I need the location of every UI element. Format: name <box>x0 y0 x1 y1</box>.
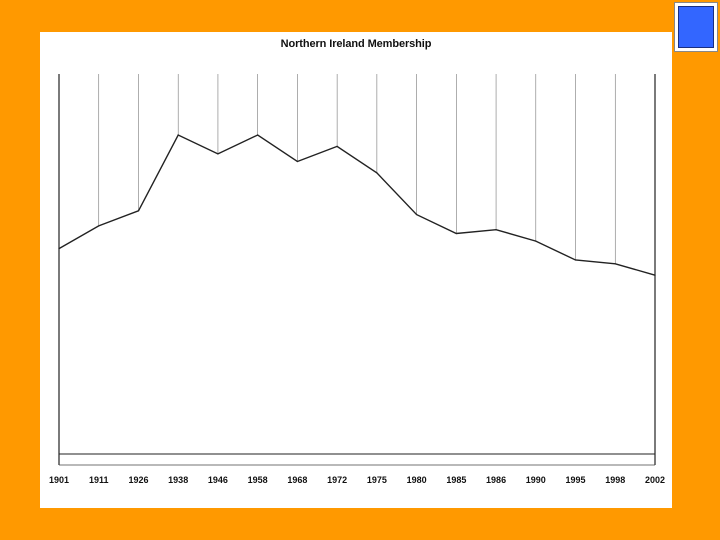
chart-svg: 1901 1911 1926 1938 1946 1958 1968 1972 1975 1980… <box>49 74 665 485</box>
data-point-1938 <box>177 134 179 136</box>
x-tick-label-1985: 1985 <box>446 475 466 485</box>
data-point-1958 <box>257 134 259 136</box>
x-tick-label-1972: 1972 <box>327 475 347 485</box>
chart-card: Northern Ireland Membership 1901 1911 1926… <box>40 32 672 508</box>
x-tick-label-1968: 1968 <box>287 475 307 485</box>
x-tick-label-1990: 1990 <box>526 475 546 485</box>
x-tick-label-1986: 1986 <box>486 475 506 485</box>
chart-title: Northern Ireland Membership <box>280 38 432 50</box>
data-point-1946 <box>217 153 219 155</box>
x-tick-label-1926: 1926 <box>128 475 148 485</box>
grid-lines <box>58 74 656 465</box>
data-point-1990 <box>535 240 537 242</box>
data-point-1901 <box>58 248 60 250</box>
data-point-2002 <box>654 274 656 276</box>
x-tick-label-1901: 1901 <box>49 475 69 485</box>
x-tick-label-1958: 1958 <box>248 475 268 485</box>
x-tick-label-1946: 1946 <box>208 475 228 485</box>
x-tick-label-1980: 1980 <box>407 475 427 485</box>
data-point-1998 <box>614 263 616 265</box>
data-point-1911 <box>98 225 100 227</box>
data-point-1972 <box>336 145 338 147</box>
data-point-1986 <box>495 229 497 231</box>
x-tick-label-1911: 1911 <box>89 475 109 485</box>
data-point-1980 <box>416 213 418 216</box>
data-point-1968 <box>296 160 298 163</box>
x-tick-labels: 1901 1911 1926 1938 1946 1958 1968 1972 1975 1980… <box>49 475 665 485</box>
data-point-1985 <box>455 232 457 235</box>
nav-square-button[interactable] <box>674 2 718 52</box>
data-point-1926 <box>137 210 140 212</box>
nav-square-icon <box>678 6 714 48</box>
x-tick-label-1938: 1938 <box>168 475 188 485</box>
data-point-1995 <box>574 259 577 261</box>
x-tick-label-2002: 2002 <box>645 475 665 485</box>
series-line-membership <box>58 134 656 276</box>
x-tick-label-1998: 1998 <box>605 475 625 485</box>
x-tick-label-1975: 1975 <box>367 475 387 485</box>
x-tick-label-1995: 1995 <box>566 475 586 485</box>
data-point-1975 <box>376 172 378 174</box>
